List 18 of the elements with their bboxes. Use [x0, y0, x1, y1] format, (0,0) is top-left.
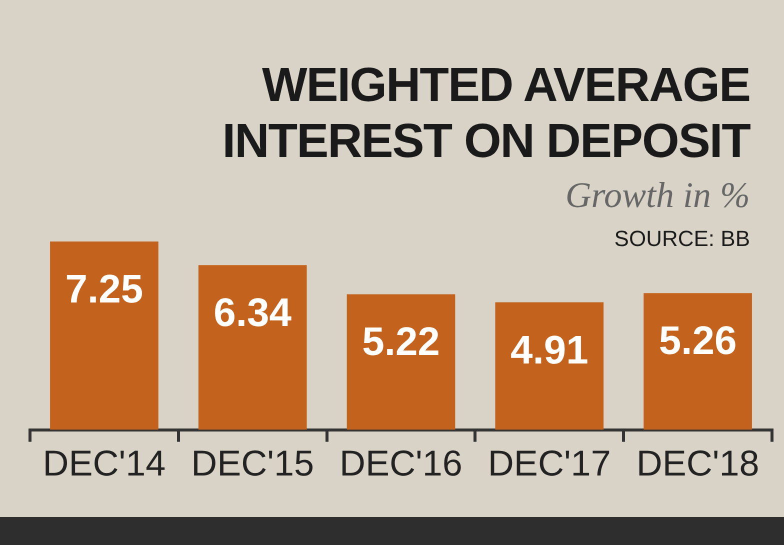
x-tick-label: DEC'15 — [191, 442, 314, 484]
bar — [644, 293, 752, 430]
bar — [495, 302, 604, 430]
x-tick-label: DEC'17 — [488, 442, 611, 484]
data-label: 6.34 — [214, 291, 292, 336]
bar — [198, 265, 307, 430]
data-label: 5.26 — [658, 319, 737, 364]
chart-title: WEIGHTED AVERAGE INTEREST ON DEPOSIT — [221, 58, 750, 170]
annotation: SOURCE: BB — [614, 226, 750, 252]
x-tick-label: DEC'16 — [340, 442, 462, 484]
x-tick-label: DEC'18 — [636, 442, 760, 484]
bar — [50, 241, 158, 430]
chart-subtitle: Growth in % — [565, 174, 750, 216]
x-tick-label: DEC'14 — [42, 442, 166, 484]
data-label: 7.25 — [65, 268, 144, 312]
data-label: 5.22 — [362, 320, 440, 364]
bar — [346, 294, 456, 430]
data-label: 4.91 — [510, 328, 588, 372]
